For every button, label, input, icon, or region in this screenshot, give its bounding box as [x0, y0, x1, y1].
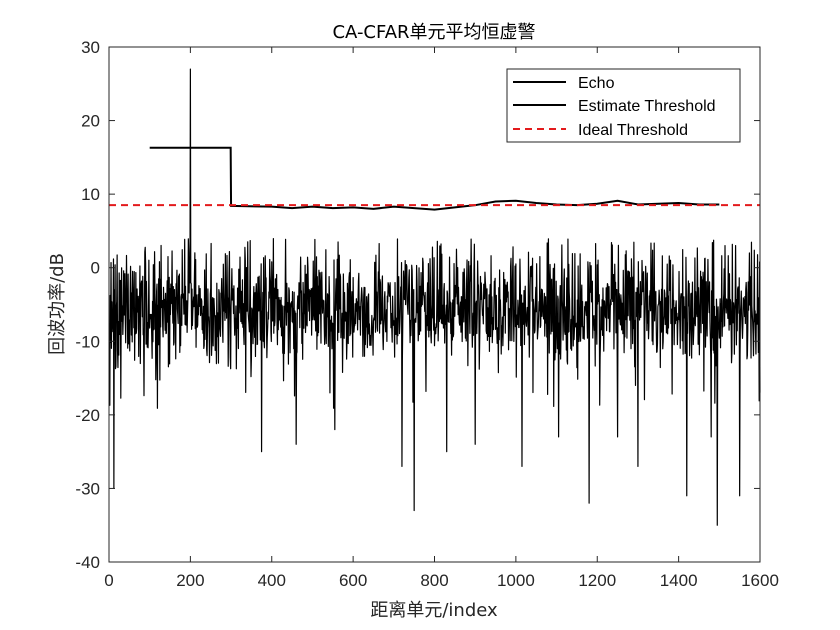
y-tick-label: -10: [75, 332, 100, 351]
y-tick-label: 30: [81, 38, 100, 57]
x-tick-label: 800: [420, 571, 448, 590]
y-axis-title: 回波功率/dB: [47, 253, 68, 355]
y-tick-label: 20: [81, 112, 100, 131]
echo-line: [108, 68, 761, 526]
x-tick-label: 400: [258, 571, 286, 590]
x-tick-label: 1600: [741, 571, 779, 590]
y-tick-label: 10: [81, 185, 100, 204]
legend: Echo Estimate Threshold Ideal Threshold: [506, 68, 741, 143]
x-tick-label: 1000: [497, 571, 535, 590]
x-tick-label: 0: [104, 571, 113, 590]
x-tick-label: 1400: [660, 571, 698, 590]
legend-estimate-label: Estimate Threshold: [578, 98, 716, 115]
legend-ideal-label: Ideal Threshold: [578, 122, 688, 139]
axis-layer: 0 200 400 600 800 1000 1200 1400 1600-40-30-20-1…: [75, 38, 778, 590]
x-tick-label: 200: [176, 571, 204, 590]
chart-title: CA-CFAR单元平均恒虚警: [332, 22, 535, 43]
estimate-threshold-line: [149, 146, 720, 211]
series-layer: [108, 68, 761, 526]
y-tick-label: -40: [75, 553, 100, 572]
x-tick-label: 600: [339, 571, 367, 590]
x-axis-title: 距离单元/index: [370, 600, 498, 621]
legend-echo-label: Echo: [578, 75, 615, 92]
y-tick-label: -20: [75, 406, 100, 425]
x-tick-label: 1200: [578, 571, 616, 590]
y-tick-label: -30: [75, 479, 100, 498]
y-tick-label: 0: [91, 259, 100, 278]
